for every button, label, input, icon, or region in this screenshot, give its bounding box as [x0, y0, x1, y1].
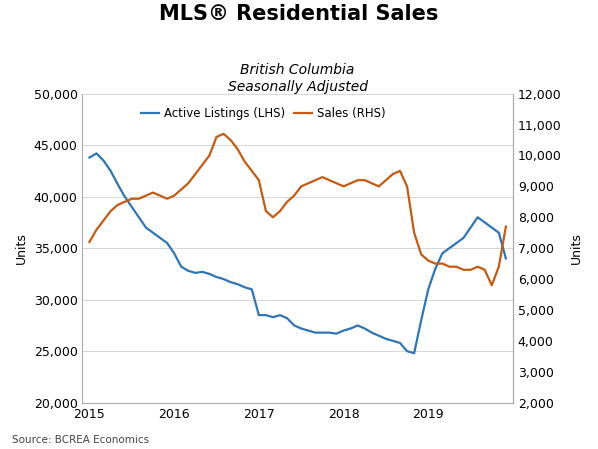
Sales (RHS) — [86, 239, 93, 245]
Active Listings (LHS) — [163, 240, 170, 246]
Y-axis label: Units: Units — [15, 232, 28, 264]
Line: Sales (RHS): Sales (RHS) — [90, 134, 506, 285]
Sales (RHS) — [354, 177, 361, 183]
Active Listings (LHS) — [354, 323, 361, 328]
Active Listings (LHS) — [93, 151, 100, 156]
Sales (RHS) — [488, 282, 495, 288]
Active Listings (LHS) — [502, 256, 509, 261]
Text: Source: BCREA Economics: Source: BCREA Economics — [12, 435, 149, 445]
Active Listings (LHS) — [213, 274, 220, 280]
Active Listings (LHS) — [227, 279, 234, 285]
Sales (RHS) — [502, 224, 509, 229]
Active Listings (LHS) — [86, 155, 93, 160]
Text: MLS® Residential Sales: MLS® Residential Sales — [159, 4, 439, 25]
Legend: Active Listings (LHS), Sales (RHS): Active Listings (LHS), Sales (RHS) — [136, 103, 390, 125]
Sales (RHS) — [192, 172, 199, 177]
Sales (RHS) — [227, 137, 234, 143]
Active Listings (LHS) — [411, 351, 418, 356]
Sales (RHS) — [206, 153, 213, 158]
Sales (RHS) — [234, 146, 241, 152]
Sales (RHS) — [157, 193, 164, 198]
Active Listings (LHS) — [234, 282, 241, 287]
Active Listings (LHS) — [199, 269, 206, 274]
Title: British Columbia
Seasonally Adjusted: British Columbia Seasonally Adjusted — [228, 63, 368, 94]
Y-axis label: Units: Units — [570, 232, 583, 264]
Sales (RHS) — [220, 131, 227, 136]
Line: Active Listings (LHS): Active Listings (LHS) — [90, 154, 506, 353]
